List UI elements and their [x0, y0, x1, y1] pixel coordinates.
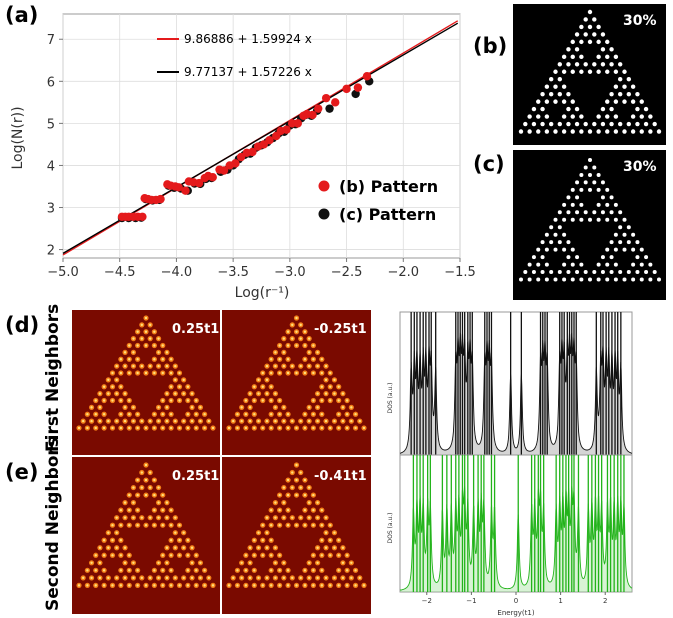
- data-point: [194, 178, 204, 188]
- panel-label-a: (a): [5, 3, 39, 27]
- panel-label-e: (e): [5, 460, 39, 484]
- legend-label-c: (c) Pattern: [339, 205, 436, 224]
- dos-x-tick-label: 1: [558, 597, 562, 605]
- ldos-map-e-right: -0.41t1: [222, 457, 371, 614]
- x-tick-label: −3.5: [217, 265, 249, 280]
- ldos-map-e-left: 0.25t1: [72, 457, 220, 614]
- data-point: [231, 159, 240, 168]
- data-point: [321, 93, 331, 103]
- dos-ylabel-d: DOS (a.u.): [387, 382, 394, 413]
- panel-label-c: (c): [473, 152, 505, 176]
- dos-line: [399, 332, 633, 454]
- x-tick-label: −1.5: [444, 265, 476, 280]
- ldos-map-d-right: -0.25t1: [222, 310, 371, 455]
- data-point: [331, 98, 340, 107]
- data-point: [362, 72, 372, 81]
- ldos-map-d-left: 0.25t1: [72, 310, 220, 455]
- dos-chart-first-neighbors: DOS (a.u.): [387, 311, 633, 457]
- data-point: [342, 84, 351, 94]
- data-point: [282, 125, 291, 134]
- data-point: [181, 186, 190, 195]
- data-point: [314, 104, 323, 113]
- fit-legend-red: 9.86886 + 1.59924 x: [184, 32, 312, 46]
- dos-frame-d: [399, 311, 633, 457]
- data-point: [351, 89, 360, 99]
- row-label-second-neighbors: Second Neighbors: [43, 437, 63, 611]
- svg-text:First Neighbors: First Neighbors: [43, 304, 63, 452]
- data-point: [174, 183, 183, 192]
- x-tick-label: −2.0: [387, 265, 419, 280]
- data-point: [248, 147, 257, 157]
- dos-x-tick-label: 0: [514, 597, 518, 605]
- data-point: [353, 83, 363, 92]
- data-point: [293, 119, 302, 128]
- percent-label-c: 30%: [623, 159, 657, 175]
- sierpinski-pattern-b: 30%: [513, 4, 666, 145]
- sierpinski-pattern-c: 30%: [513, 150, 666, 300]
- data-point: [219, 166, 229, 175]
- hopping-label-d-left: 0.25t1: [172, 322, 219, 337]
- dos-chart-second-neighbors: −2 −1 0 1 2 DOS (a.u.) Energy(t1): [387, 454, 633, 617]
- legend-marker-b: [318, 180, 330, 192]
- y-tick-label: 2: [47, 244, 55, 259]
- panel-label-d: (d): [5, 313, 40, 337]
- y-axis-title: Log(N(r)): [10, 106, 26, 169]
- y-tick-label: 4: [47, 159, 55, 174]
- dos-ylabel-e: DOS (a.u.): [387, 512, 394, 543]
- data-point: [138, 212, 147, 221]
- y-tick-label: 6: [47, 75, 55, 90]
- legend-marker-c: [318, 208, 330, 220]
- legend-label-b: (b) Pattern: [339, 177, 438, 196]
- x-tick-label: −4.0: [161, 265, 193, 280]
- y-tick-label: 3: [47, 202, 55, 217]
- y-tick-label: 5: [47, 117, 55, 132]
- data-point: [265, 136, 274, 145]
- row-label-first-neighbors: First Neighbors: [43, 304, 63, 452]
- svg-text:Second Neighbors: Second Neighbors: [43, 437, 63, 611]
- dos-line: [399, 486, 633, 591]
- data-point: [156, 194, 165, 204]
- data-point: [325, 104, 334, 113]
- x-tick-label: −3.0: [274, 265, 306, 280]
- x-tick-label: −5.0: [47, 265, 79, 280]
- x-axis-title: Log(r⁻¹): [235, 285, 290, 301]
- y-tick-label: 7: [47, 33, 55, 48]
- hopping-label-e-left: 0.25t1: [172, 469, 219, 484]
- x-tick-label: −4.5: [104, 265, 136, 280]
- dos-x-tick-label: −1: [466, 597, 476, 605]
- hopping-label-d-right: -0.25t1: [314, 322, 367, 337]
- dos-xlabel-e: Energy(t1): [497, 609, 534, 617]
- hopping-label-e-right: -0.41t1: [314, 469, 367, 484]
- percent-label-b: 30%: [623, 13, 657, 29]
- dos-x-tick-label: −2: [422, 597, 432, 605]
- x-tick-label: −2.5: [331, 265, 363, 280]
- panel-label-b: (b): [473, 34, 508, 58]
- fit-legend-black: 9.77137 + 1.57226 x: [184, 65, 312, 79]
- data-point: [308, 110, 317, 120]
- data-point: [208, 173, 217, 182]
- dos-x-tick-label: 2: [603, 597, 607, 605]
